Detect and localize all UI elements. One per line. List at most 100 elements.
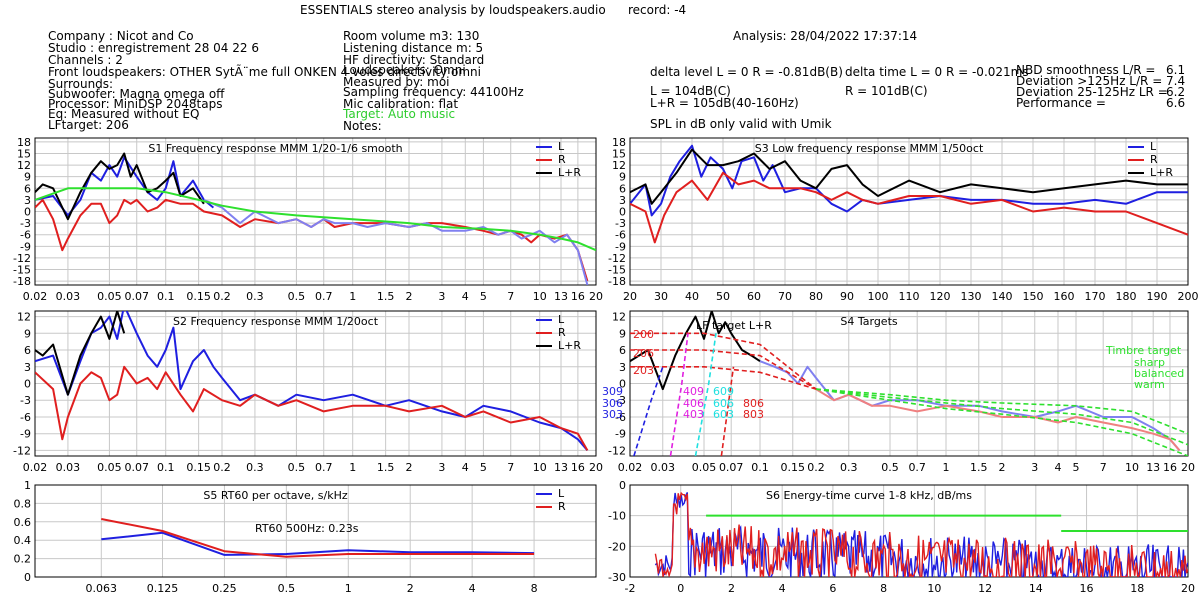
x-tick-label: 0.063 (86, 582, 118, 595)
y-tick-label: 0 (24, 571, 31, 584)
info-line: Mic calibration: flat (343, 97, 459, 111)
x-tick-label: 7 (507, 290, 514, 303)
chart-title: S3 Low frequency response MMM 1/50oct (755, 142, 984, 155)
y-tick-label: 15 (17, 147, 31, 160)
x-tick-label: 0.15 (781, 461, 806, 474)
y-tick-label: 18 (612, 136, 626, 149)
metric-value: 7.4 (1166, 74, 1186, 88)
x-tick-label: 100 (868, 290, 889, 303)
y-tick-label: -12 (13, 444, 31, 457)
y-tick-label: -3 (615, 217, 626, 230)
grid (629, 138, 1189, 285)
x-tick-label: 0.2 (807, 461, 825, 474)
delta-level: delta level L = 0 R = -0.81dB(B) (650, 65, 843, 79)
y-tick-label: -3 (20, 217, 31, 230)
x-tick-label: 0.3 (246, 461, 264, 474)
x-tick-label: 0.5 (288, 290, 306, 303)
series-line-target-warm (815, 388, 1188, 456)
info-line: Subwoofer: Magna omega off (48, 87, 225, 101)
y-tick-label: -6 (20, 411, 31, 424)
info-line: Listening distance m: 5 (343, 41, 484, 55)
legend-label: L (1150, 140, 1157, 153)
x-tick-label: 1.5 (970, 461, 988, 474)
x-tick-label: 1.5 (377, 461, 395, 474)
x-tick-label: 0 (677, 582, 684, 595)
info-line: Surrounds: (48, 77, 114, 91)
metric-label: Deviation 25-125Hz LR = (1016, 85, 1168, 99)
metric-value: 6.1 (1166, 63, 1186, 77)
x-tick-label: 16 (1080, 582, 1094, 595)
y-tick-label: 0.4 (14, 534, 32, 547)
y-tick-label: -12 (13, 252, 31, 265)
x-tick-label: 8 (880, 582, 887, 595)
y-tick-label: -30 (608, 571, 626, 584)
series-line-L+R (35, 311, 126, 396)
series-line-lf-203 (630, 365, 817, 390)
etc-trace-L (654, 492, 1188, 577)
legend-label: L+R (558, 339, 581, 352)
umik-note: SPL in dB only valid with Umik (650, 117, 832, 131)
y-tick-label: 0 (619, 206, 626, 219)
lf-target-value: 606 (713, 397, 734, 410)
s3-low-frequency-chart: 20 30 40 50 60 70 80 90 100 110 120 130 140 150 160 170… (608, 136, 1199, 303)
x-tick-label: -2 (625, 582, 636, 595)
x-tick-label: 16 (571, 461, 585, 474)
y-tick-label: 12 (612, 159, 626, 172)
x-tick-label: 0.03 (56, 290, 81, 303)
series-line-lf-40x (669, 333, 689, 456)
y-tick-label: 12 (17, 159, 31, 172)
record-label: record: -4 (628, 3, 687, 17)
series-line-lf-206 (630, 349, 817, 390)
x-tick-label: 10 (533, 461, 547, 474)
x-tick-label: 7 (1100, 461, 1107, 474)
series-line-lf-200 (630, 332, 817, 390)
x-tick-label: 20 (589, 461, 603, 474)
x-tick-label: 0.2 (213, 290, 231, 303)
lf-target-value: 306 (602, 397, 623, 410)
plot-frame (34, 310, 597, 457)
header: ESSENTIALS stereo analysis by loudspeake… (0, 0, 1200, 132)
plot-series (35, 152, 596, 285)
x-tick-label: 2 (406, 290, 413, 303)
info-line: Processor: MiniDSP 2048taps (48, 97, 223, 111)
x-tick-label: 18 (1130, 582, 1144, 595)
x-tick-label: 6 (829, 582, 836, 595)
plot-frame (34, 484, 597, 578)
x-tick-label: 0.1 (157, 290, 175, 303)
x-tick-label: 200 (1178, 290, 1199, 303)
x-tick-label: 0.3 (840, 461, 858, 474)
s4-targets-chart: 0.02 0.03 0.05 0.07 0.1 0.15 0.2 0.3 0.5 0.7 1 1.5 2… (602, 310, 1195, 474)
x-tick-label: 0.05 (692, 461, 717, 474)
y-tick-label: -12 (608, 444, 626, 457)
target-line: Target: Auto music (343, 107, 456, 121)
timbre-target-label: Timbre target (1105, 344, 1182, 357)
rt60-annotation: RT60 500Hz: 0.23s (255, 522, 359, 535)
y-tick-label: -6 (615, 229, 626, 242)
x-tick-label: 0.2 (213, 461, 231, 474)
y-tick-label: -18 (608, 275, 626, 288)
x-tick-label: 0.02 (23, 290, 48, 303)
x-tick-label: 170 (1085, 290, 1106, 303)
y-tick-label: 12 (17, 311, 31, 324)
x-tick-label: 0.15 (186, 290, 211, 303)
plot-series (630, 311, 1188, 456)
x-tick-label: 0.05 (97, 290, 122, 303)
x-tick-label: 2 (407, 582, 414, 595)
info-line: Channels : 2 (48, 53, 123, 67)
series-line-R (101, 518, 535, 558)
x-tick-label: 0.125 (147, 582, 179, 595)
x-tick-label: 13 (554, 461, 568, 474)
series-line-R (630, 171, 1188, 244)
y-tick-label: -12 (608, 252, 626, 265)
x-tick-label: 1 (349, 461, 356, 474)
x-tick-label: 0.7 (908, 461, 926, 474)
legend-label: L (558, 140, 565, 153)
legend-label: L (558, 313, 565, 326)
plot-frame (629, 310, 1189, 457)
y-tick-label: -9 (615, 428, 626, 441)
lf-target-value: 406 (683, 397, 704, 410)
y-tick-label: -3 (615, 394, 626, 407)
x-tick-label: 2 (999, 461, 1006, 474)
lf-target-value: 803 (743, 408, 764, 421)
x-tick-label: 4 (1054, 461, 1061, 474)
